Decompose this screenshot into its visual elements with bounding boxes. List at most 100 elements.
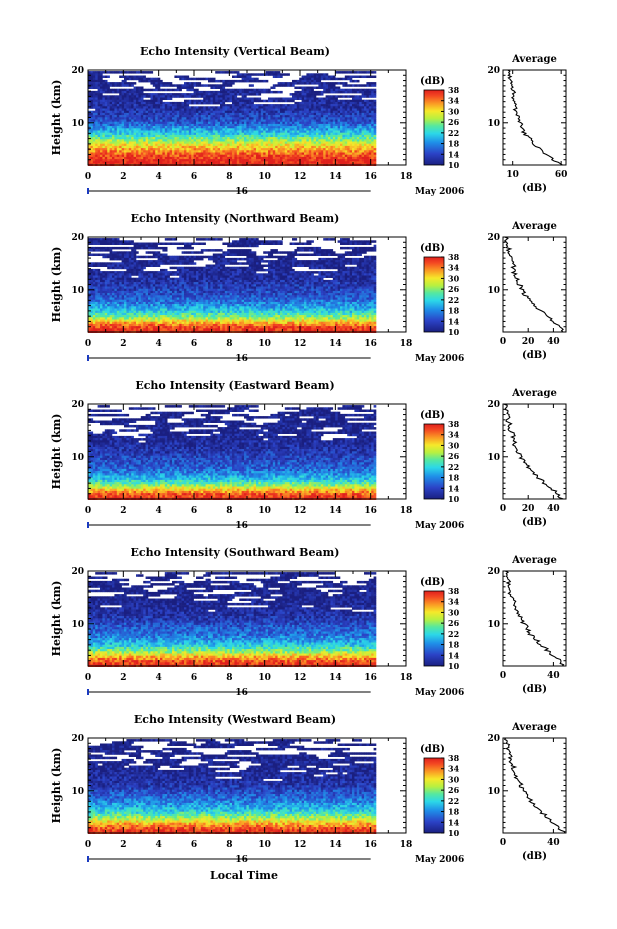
heatmap-cell xyxy=(167,133,170,136)
heatmap-cell xyxy=(179,106,182,109)
heatmap-cell xyxy=(203,146,206,149)
heatmap-cell xyxy=(249,245,252,248)
heatmap-cell xyxy=(347,128,350,131)
heatmap-cell xyxy=(170,104,173,107)
heatmap-cell xyxy=(134,87,137,90)
heatmap-cell xyxy=(146,122,149,125)
heatmap-cell xyxy=(316,148,319,151)
heatmap-cell xyxy=(230,128,233,131)
heatmap-cell xyxy=(150,95,153,98)
heatmap-cell xyxy=(273,124,276,127)
heatmap-cell xyxy=(182,150,185,153)
heatmap-cell xyxy=(347,115,350,118)
heatmap-cell xyxy=(237,73,240,76)
heatmap-cell xyxy=(258,73,261,76)
heatmap-cell xyxy=(280,100,283,103)
heatmap-cell xyxy=(206,155,209,158)
heatmap-cell xyxy=(268,122,271,125)
heatmap-cell xyxy=(333,135,336,138)
heatmap-cell xyxy=(114,139,117,142)
heatmap-cell xyxy=(311,89,314,92)
heatmap-cell xyxy=(112,71,115,74)
heatmap-cell xyxy=(150,133,153,136)
heatmap-cell xyxy=(234,142,237,145)
heatmap-cell xyxy=(124,150,127,153)
heatmap-cell xyxy=(371,126,374,129)
heatmap-cell xyxy=(242,91,245,94)
heatmap-cell xyxy=(203,93,206,96)
heatmap-cell xyxy=(215,128,218,131)
heatmap-cell xyxy=(107,71,110,74)
heatmap-cell xyxy=(347,120,350,123)
heatmap-cell xyxy=(299,131,302,134)
heatmap-cell xyxy=(314,139,317,142)
heatmap-cell xyxy=(112,109,115,112)
heatmap-cell xyxy=(234,159,237,162)
heatmap-cell xyxy=(177,146,180,149)
heatmap-cell xyxy=(134,148,137,151)
heatmap-cell xyxy=(215,84,218,87)
heatmap-cell xyxy=(357,131,360,134)
heatmap-cell xyxy=(215,115,218,118)
heatmap-cell xyxy=(268,104,271,107)
heatmap-cell xyxy=(186,111,189,114)
heatmap-cell xyxy=(326,82,329,85)
heatmap-cell xyxy=(239,98,242,101)
heatmap-cell xyxy=(244,142,247,145)
heatmap-cell xyxy=(354,247,357,250)
heatmap-cell xyxy=(122,98,125,101)
heatmap-cell xyxy=(321,161,324,164)
heatmap-cell xyxy=(280,106,283,109)
heatmap-cell xyxy=(352,111,355,114)
heatmap-cell xyxy=(122,144,125,147)
heatmap-cell xyxy=(256,142,259,145)
heatmap-cell xyxy=(352,137,355,140)
heatmap-cell xyxy=(143,117,146,120)
heatmap-cell xyxy=(314,102,317,105)
heatmap-cell xyxy=(146,146,149,149)
heatmap-cell xyxy=(177,109,180,112)
heatmap-cell xyxy=(340,128,343,131)
heatmap-cell xyxy=(366,150,369,153)
heatmap-cell xyxy=(232,131,235,134)
heatmap-cell xyxy=(230,91,233,94)
heatmap-cell xyxy=(306,157,309,160)
heatmap-cell xyxy=(297,153,300,156)
heatmap-cell xyxy=(213,113,216,116)
heatmap-cell xyxy=(227,106,230,109)
heatmap-cell xyxy=(210,128,213,131)
heatmap-cell xyxy=(304,111,307,114)
heatmap-cell xyxy=(359,109,362,112)
heatmap-cell xyxy=(364,106,367,109)
heatmap-cell xyxy=(338,104,341,107)
heatmap-cell xyxy=(172,131,175,134)
heatmap-cell xyxy=(206,144,209,147)
heatmap-cell xyxy=(261,131,264,134)
heatmap-cell xyxy=(136,122,139,125)
heatmap-cell xyxy=(189,245,192,248)
heatmap-cell xyxy=(239,91,242,94)
heatmap-cell xyxy=(105,104,108,107)
heatmap-cell xyxy=(218,146,221,149)
heatmap-cell xyxy=(239,102,242,105)
heatmap-cell xyxy=(302,146,305,149)
heatmap-cell xyxy=(335,135,338,138)
heatmap-cell xyxy=(218,87,221,90)
heatmap-cell xyxy=(270,155,273,158)
heatmap-cell xyxy=(158,153,161,156)
heatmap-cell xyxy=(342,153,345,156)
heatmap-cell xyxy=(294,102,297,105)
heatmap-cell xyxy=(114,153,117,156)
heatmap-cell xyxy=(203,113,206,116)
heatmap-cell xyxy=(184,84,187,87)
heatmap-cell xyxy=(314,115,317,118)
heatmap-cell xyxy=(335,87,338,90)
heatmap-cell xyxy=(275,115,278,118)
heatmap-cell xyxy=(100,150,103,153)
heatmap-cell xyxy=(182,87,185,90)
heatmap-cell xyxy=(311,135,314,138)
heatmap-cell xyxy=(153,161,156,164)
heatmap-cell xyxy=(354,135,357,138)
heatmap-cell xyxy=(131,131,134,134)
heatmap-cell xyxy=(258,131,261,134)
